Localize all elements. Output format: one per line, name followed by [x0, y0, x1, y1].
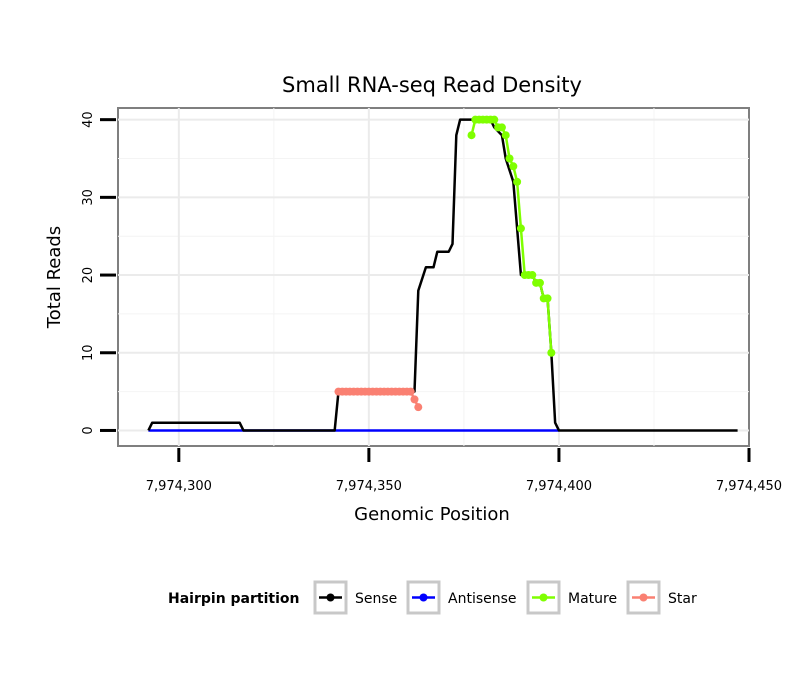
legend-title: Hairpin partition — [168, 591, 299, 607]
data-point-mature — [528, 271, 537, 280]
data-point-mature — [505, 154, 514, 163]
y-tick-label: 40 — [81, 111, 96, 128]
data-point-mature — [513, 177, 522, 186]
x-axis-title: Genomic Position — [354, 504, 510, 525]
legend-key-dot — [326, 593, 335, 602]
y-axis: 0 10 20 30 40 — [81, 111, 116, 435]
data-point-mature — [497, 123, 506, 132]
y-tick-label: 10 — [81, 344, 96, 361]
legend-item-mature: Mature — [526, 580, 617, 615]
legend-label-mature: Mature — [568, 591, 617, 607]
legend-label-star: Star — [668, 591, 697, 607]
data-point-star — [410, 395, 419, 404]
x-tick-label: 7,974,400 — [526, 479, 592, 494]
data-point-mature — [516, 224, 525, 233]
legend-item-sense: Sense — [313, 580, 397, 615]
legend-key-dot — [539, 593, 548, 602]
data-point-mature — [509, 162, 518, 171]
x-axis: 7,974,300 7,974,350 7,974,400 7,974,450 — [146, 448, 782, 494]
y-axis-title: Total Reads — [44, 226, 65, 329]
y-tick-label: 30 — [81, 189, 96, 206]
data-point-mature — [501, 131, 510, 140]
series-layer — [147, 115, 738, 432]
series-mature — [467, 115, 556, 357]
plot-panel — [117, 107, 750, 447]
data-point-star — [406, 387, 415, 396]
series-star — [334, 387, 423, 412]
y-tick-label: 0 — [81, 426, 96, 434]
x-tick-label: 7,974,300 — [146, 479, 212, 494]
y-tick-label: 20 — [81, 267, 96, 284]
legend-key-dot — [419, 593, 428, 602]
data-point-star — [414, 403, 423, 412]
chart-title: Small RNA-seq Read Density — [282, 73, 582, 97]
grid-lines — [118, 108, 749, 446]
legend-label-sense: Sense — [355, 591, 397, 607]
data-point-mature — [547, 348, 556, 357]
legend-key-dot — [639, 593, 648, 602]
data-point-mature — [543, 294, 552, 303]
data-point-mature — [490, 115, 499, 124]
x-tick-label: 7,974,450 — [716, 479, 782, 494]
legend-label-antisense: Antisense — [448, 591, 517, 607]
legend-item-star: Star — [626, 580, 697, 615]
data-point-mature — [535, 278, 544, 287]
data-point-mature — [467, 131, 476, 140]
x-tick-label: 7,974,350 — [336, 479, 402, 494]
legend: Hairpin partition Sense Antisense Mature St… — [168, 580, 697, 615]
legend-item-antisense: Antisense — [406, 580, 517, 615]
